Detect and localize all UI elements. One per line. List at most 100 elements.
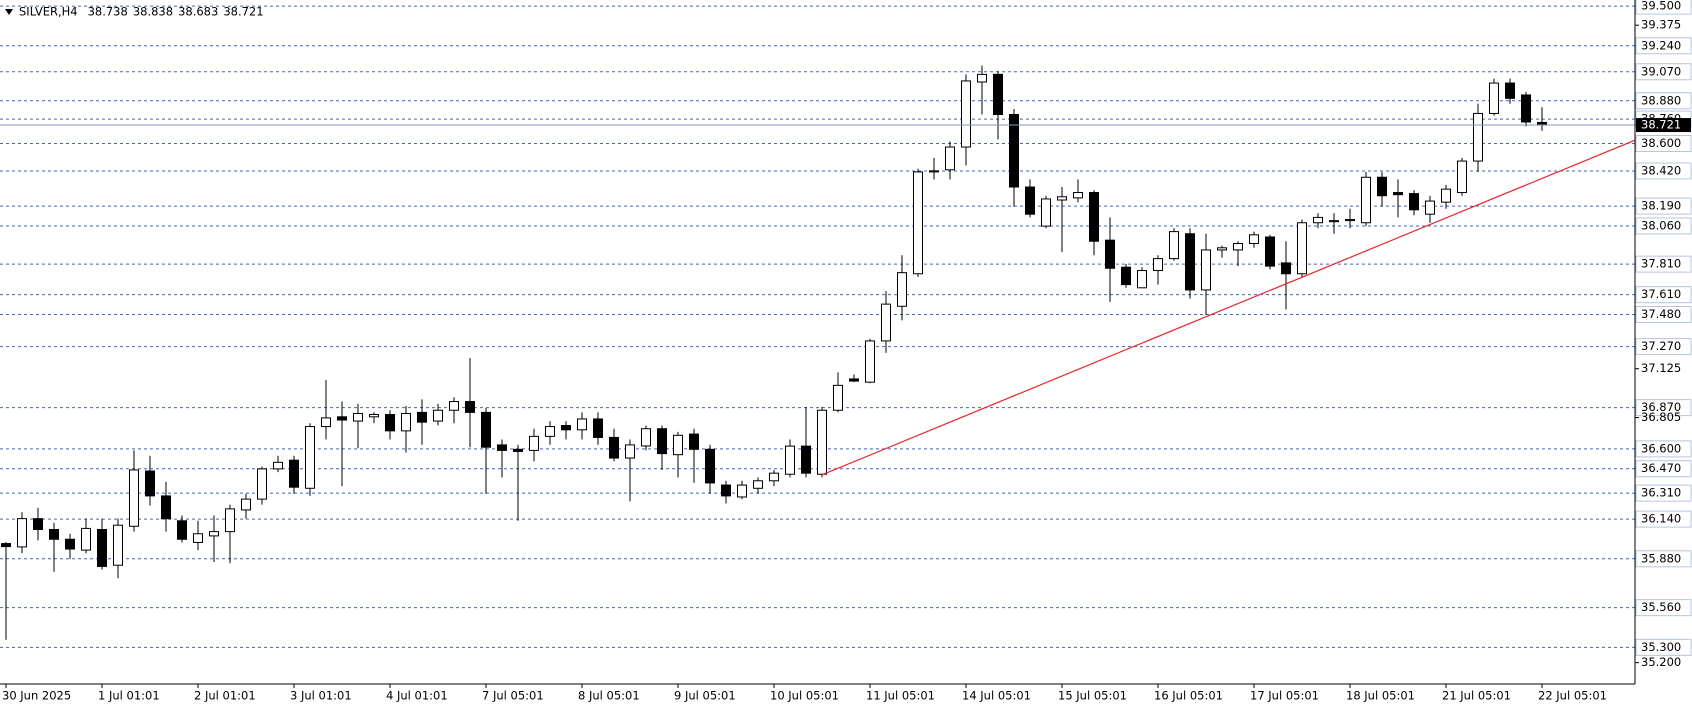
price-label-box [1636, 118, 1691, 133]
level-label: 39.070 [1641, 64, 1681, 78]
candle-body [929, 170, 939, 173]
candle-body [241, 498, 251, 511]
candle-body [1361, 176, 1371, 224]
level-label: 37.610 [1641, 287, 1681, 301]
candle-body [1409, 193, 1419, 211]
level-label-box [1635, 286, 1692, 304]
y-tick-label: 37.125 [1641, 361, 1681, 375]
candle-body [577, 418, 587, 431]
chart-title: SILVER,H4 [19, 5, 78, 19]
x-tick-label: 8 Jul 05:01 [578, 689, 640, 703]
level-label: 38.060 [1641, 218, 1681, 232]
candle-body [1105, 239, 1115, 269]
candle-body [625, 444, 635, 459]
level-label: 37.270 [1641, 339, 1681, 353]
candle-body [1201, 249, 1211, 291]
candle-body [817, 409, 827, 475]
level-label-box [1635, 484, 1692, 502]
candle-body [1233, 243, 1243, 251]
level-label-box [1635, 162, 1692, 180]
x-tick-label: 30 Jun 2025 [2, 689, 71, 703]
candle-body [193, 533, 203, 543]
candle-body [257, 468, 267, 500]
level-label: 35.880 [1641, 551, 1681, 565]
candle-body [673, 434, 683, 456]
candle-body [465, 401, 475, 413]
candle-body [977, 73, 987, 83]
candle-body [529, 435, 539, 451]
price-label: 38.721 [1641, 118, 1681, 132]
x-tick-label: 21 Jul 05:01 [1442, 689, 1511, 703]
candle-body [1265, 236, 1275, 267]
candle-body [1297, 222, 1307, 275]
level-label-box [1635, 135, 1692, 153]
x-tick-label: 11 Jul 05:01 [866, 689, 935, 703]
header-close: 38.721 [223, 5, 263, 19]
candle-body [81, 527, 91, 551]
level-label: 37.810 [1641, 257, 1681, 271]
level-label-box [1635, 599, 1692, 617]
plot-area [0, 5, 1635, 648]
header-low: 38.683 [178, 5, 218, 19]
x-tick-label: 4 Jul 01:01 [386, 689, 448, 703]
level-label-box [1635, 550, 1692, 568]
candle-body [481, 411, 491, 448]
trendline [821, 139, 1635, 476]
level-label-box [1635, 92, 1692, 110]
level-label: 36.600 [1641, 441, 1681, 455]
candle-body [161, 495, 171, 520]
candle-body [433, 409, 443, 422]
level-label: 36.470 [1641, 461, 1681, 475]
x-tick-label: 17 Jul 05:01 [1250, 689, 1319, 703]
x-tick-label: 14 Jul 05:01 [962, 689, 1031, 703]
candle-body [1041, 198, 1051, 227]
x-tick-label: 1 Jul 01:01 [98, 689, 160, 703]
candle-body [849, 378, 859, 382]
level-label-box [1635, 510, 1692, 528]
candle-body [1121, 266, 1131, 286]
level-label-box [1635, 255, 1692, 273]
candle-body [1457, 160, 1467, 194]
candle-body [545, 426, 555, 437]
header-high: 38.838 [133, 5, 173, 19]
candle-body [177, 520, 187, 540]
level-label: 36.870 [1641, 400, 1681, 414]
level-label-box [1635, 460, 1692, 478]
candle-body [961, 80, 971, 148]
candle-body [1313, 216, 1323, 224]
candle-body [225, 508, 235, 533]
candle-body [1393, 192, 1403, 196]
candle-body [289, 459, 299, 488]
candle-body [721, 484, 731, 497]
level-label-box [1635, 197, 1692, 215]
level-label: 37.480 [1641, 307, 1681, 321]
level-label: 35.560 [1641, 600, 1681, 614]
candle-body [273, 461, 283, 470]
candle-body [1521, 94, 1531, 123]
candle-body [513, 448, 523, 452]
candle-body [1345, 219, 1355, 222]
candle-body [1441, 188, 1451, 203]
level-label: 36.310 [1641, 486, 1681, 500]
candle-body [1217, 247, 1227, 251]
candle-body [17, 518, 27, 548]
y-tick-label: 39.375 [1641, 18, 1681, 32]
candle-body [209, 531, 219, 537]
level-label: 38.600 [1641, 136, 1681, 150]
level-label-box [1635, 217, 1692, 235]
candle-body [769, 472, 779, 482]
candle-body [305, 426, 315, 489]
candle-body [865, 340, 875, 383]
x-tick-label: 9 Jul 05:01 [674, 689, 736, 703]
candle-body [1425, 200, 1435, 215]
candle-body [609, 436, 619, 459]
candle-body [641, 428, 651, 447]
candle-body [1281, 262, 1291, 275]
x-tick-label: 15 Jul 05:01 [1058, 689, 1127, 703]
x-tick-label: 18 Jul 05:01 [1346, 689, 1415, 703]
level-label-box [1635, 0, 1692, 15]
level-label: 38.880 [1641, 93, 1681, 107]
candle-body [737, 484, 747, 498]
candle-body [417, 411, 427, 423]
